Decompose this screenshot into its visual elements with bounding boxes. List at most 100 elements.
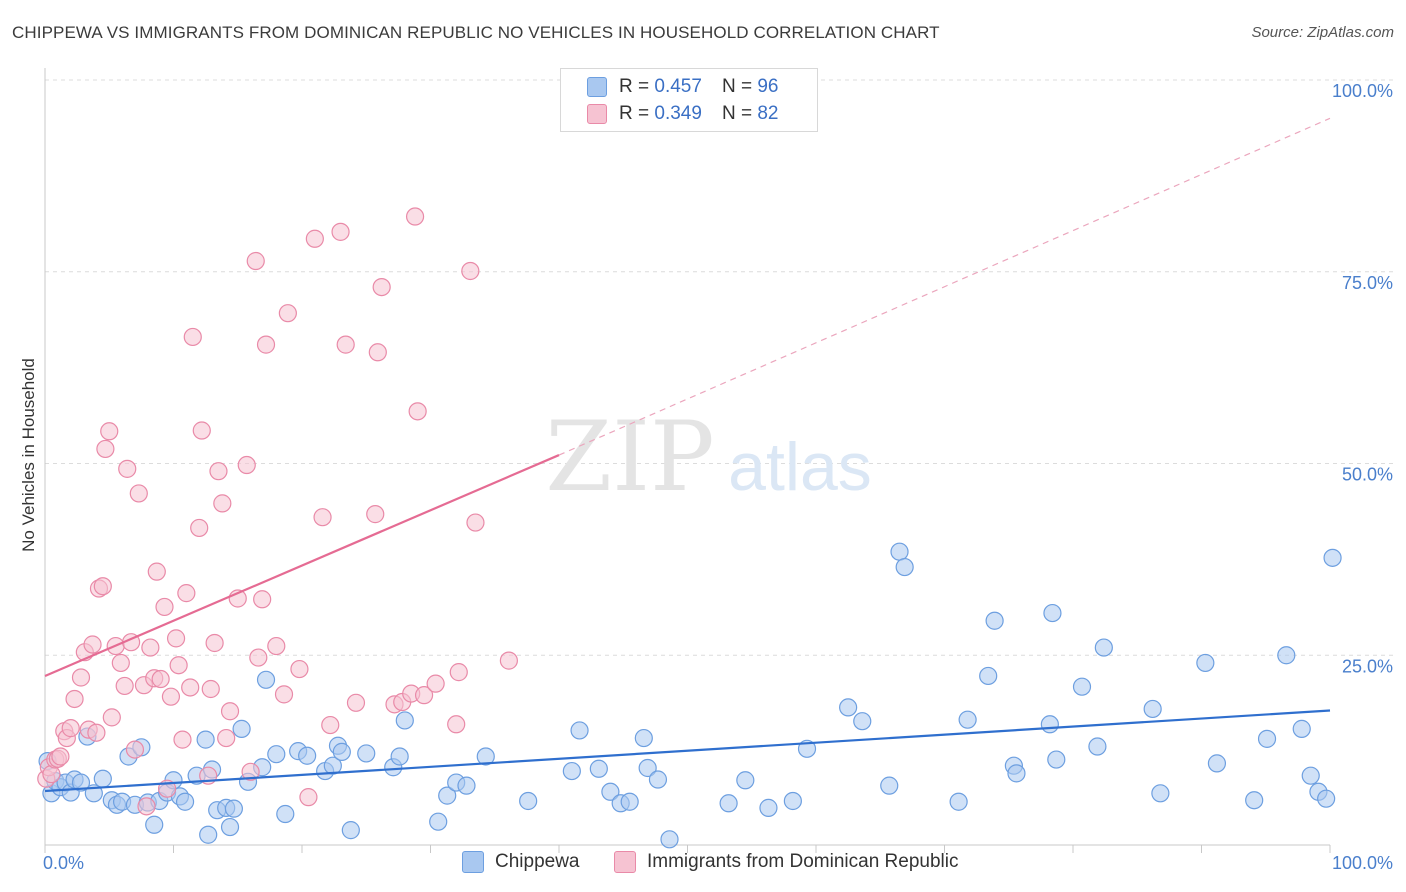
point-chippewa bbox=[853, 712, 872, 731]
point-chippewa bbox=[985, 611, 1004, 630]
point-chippewa bbox=[457, 776, 476, 795]
point-dominican bbox=[71, 668, 91, 687]
point-chippewa bbox=[1143, 699, 1162, 719]
point-dominican bbox=[414, 686, 434, 705]
point-dominican bbox=[118, 459, 137, 478]
watermark-atlas: atlas bbox=[728, 429, 872, 505]
point-dominican bbox=[151, 669, 170, 689]
point-dominican bbox=[155, 597, 174, 617]
point-dominican bbox=[331, 222, 350, 241]
point-dominican bbox=[111, 653, 130, 673]
point-dominican bbox=[368, 343, 387, 362]
point-chippewa bbox=[220, 817, 240, 837]
legend-r-value: 0.349 bbox=[654, 103, 702, 124]
point-chippewa bbox=[196, 730, 215, 749]
point-chippewa bbox=[648, 770, 668, 789]
trendline-dominican-extension bbox=[558, 117, 1331, 456]
point-dominican bbox=[213, 494, 232, 513]
point-dominican bbox=[461, 261, 480, 281]
point-chippewa bbox=[224, 799, 243, 818]
point-chippewa bbox=[1245, 791, 1264, 810]
point-chippewa bbox=[429, 812, 448, 831]
point-dominican bbox=[87, 723, 106, 742]
chart-title: CHIPPEWA VS IMMIGRANTS FROM DOMINICAN RE… bbox=[12, 23, 940, 42]
point-dominican bbox=[278, 304, 297, 323]
point-chippewa bbox=[1317, 789, 1336, 808]
point-chippewa bbox=[1072, 677, 1092, 696]
point-dominican bbox=[181, 678, 200, 697]
point-chippewa bbox=[1207, 754, 1227, 773]
point-dominican bbox=[256, 335, 276, 354]
legend-row-chippewa: R = 0.457 N = 96 bbox=[587, 75, 778, 99]
point-dominican bbox=[299, 788, 318, 807]
point-chippewa bbox=[890, 542, 909, 561]
point-chippewa bbox=[298, 746, 317, 765]
point-dominican bbox=[426, 674, 445, 693]
point-dominican bbox=[96, 439, 115, 459]
series-legend: Chippewa Immigrants from Dominican Repub… bbox=[0, 851, 1406, 877]
point-dominican bbox=[336, 335, 355, 354]
point-chippewa bbox=[634, 728, 653, 748]
point-chippewa bbox=[759, 798, 778, 817]
point-dominican bbox=[205, 633, 224, 653]
point-chippewa bbox=[438, 786, 457, 805]
point-dominican bbox=[246, 251, 265, 271]
point-dominican bbox=[220, 702, 240, 721]
point-dominican bbox=[141, 638, 160, 657]
point-chippewa bbox=[958, 710, 977, 729]
legend-r-label: R = bbox=[619, 76, 650, 97]
series-swatch-chippewa bbox=[462, 851, 484, 873]
legend-n-label: N = bbox=[721, 76, 753, 97]
point-dominican bbox=[321, 715, 340, 735]
point-chippewa bbox=[1047, 750, 1066, 769]
point-dominican bbox=[313, 508, 332, 527]
y-tick-label: 25.0% bbox=[1342, 656, 1393, 676]
point-chippewa bbox=[895, 557, 914, 577]
point-dominican bbox=[147, 562, 166, 581]
series-legend-chippewa: Chippewa bbox=[462, 851, 580, 873]
point-chippewa bbox=[620, 792, 639, 811]
point-dominican bbox=[177, 584, 196, 603]
point-chippewa bbox=[519, 791, 538, 811]
point-dominican bbox=[253, 590, 272, 609]
point-dominican bbox=[129, 484, 148, 503]
x-tick-label: 100.0% bbox=[1332, 853, 1393, 873]
point-chippewa bbox=[323, 756, 342, 775]
legend-n-label: N = bbox=[721, 103, 753, 124]
point-chippewa bbox=[1043, 603, 1062, 623]
series-label-chippewa: Chippewa bbox=[495, 851, 580, 872]
point-chippewa bbox=[476, 747, 495, 766]
point-dominican bbox=[237, 455, 256, 475]
y-tick-label: 100.0% bbox=[1332, 81, 1393, 101]
point-chippewa bbox=[638, 758, 657, 778]
point-dominican bbox=[166, 629, 186, 648]
point-chippewa bbox=[1040, 715, 1059, 734]
point-dominican bbox=[173, 730, 192, 749]
point-chippewa bbox=[736, 771, 755, 790]
legend-r-value: 0.457 bbox=[654, 76, 702, 97]
point-chippewa bbox=[601, 782, 620, 801]
point-dominican bbox=[447, 715, 466, 734]
y-tick-label: 50.0% bbox=[1342, 465, 1393, 485]
point-dominican bbox=[290, 659, 309, 679]
trendline-dominican bbox=[44, 454, 560, 677]
point-chippewa bbox=[256, 670, 276, 689]
point-dominican bbox=[366, 505, 385, 524]
point-chippewa bbox=[1292, 719, 1311, 738]
point-chippewa bbox=[1094, 638, 1113, 657]
point-dominican bbox=[217, 728, 236, 748]
point-dominican bbox=[102, 708, 121, 727]
point-dominican bbox=[100, 422, 119, 441]
point-chippewa bbox=[395, 711, 414, 730]
point-dominican bbox=[274, 685, 294, 704]
y-axis-label: No Vehicles in Household bbox=[19, 358, 38, 552]
point-dominican bbox=[499, 651, 518, 670]
point-dominican bbox=[93, 577, 112, 596]
point-dominican bbox=[192, 421, 211, 440]
point-dominican bbox=[305, 229, 324, 248]
point-dominican bbox=[241, 762, 260, 781]
legend-n-value: 96 bbox=[757, 76, 779, 97]
point-dominican bbox=[372, 277, 391, 297]
watermark-zip: ZIP bbox=[545, 401, 714, 513]
point-dominican bbox=[249, 648, 268, 667]
